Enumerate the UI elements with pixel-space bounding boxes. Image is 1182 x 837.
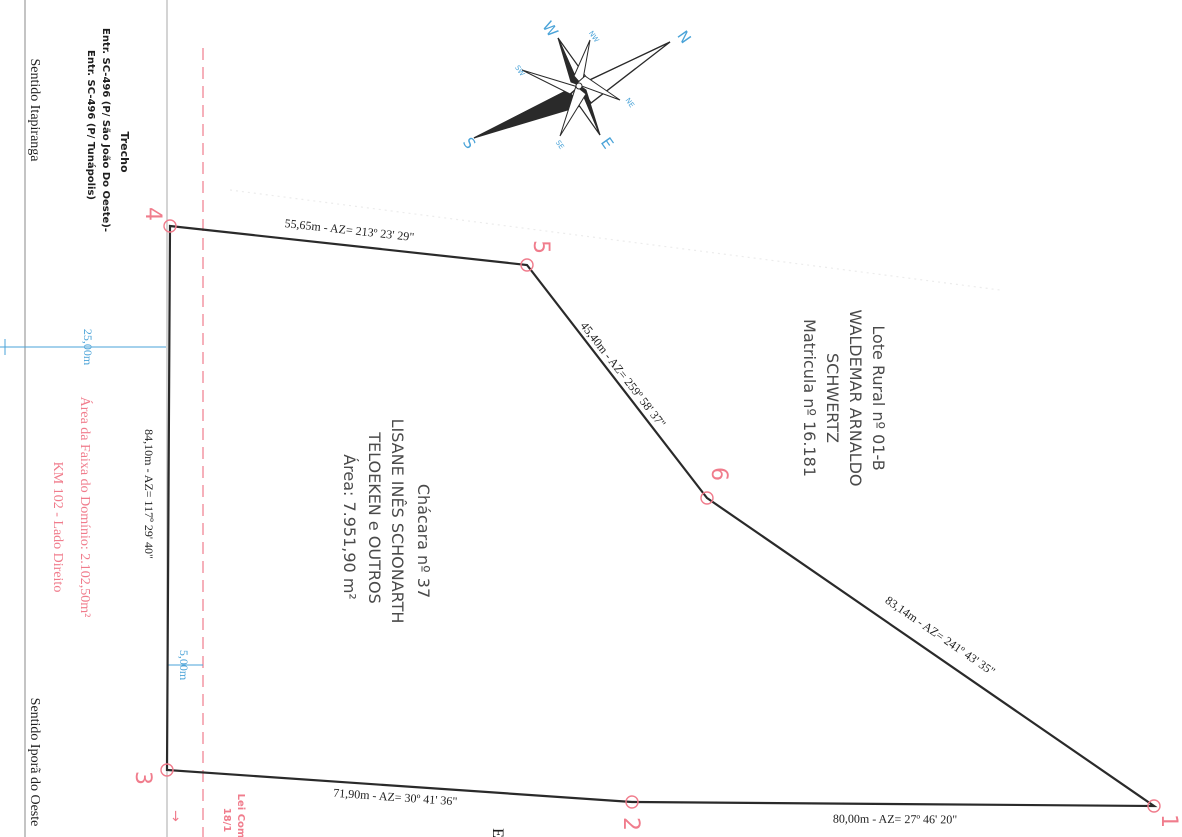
parcel-owner-line2: TELOEKEN e OUTROS xyxy=(365,431,384,603)
compass-sw-point xyxy=(521,69,580,95)
faixa-area-label: Área da Faixa do Domínio: 2.102,50m² xyxy=(77,397,94,618)
vertex-2-label: 2 xyxy=(618,817,643,831)
vertex-3-label: 3 xyxy=(130,771,155,785)
compass-west-shade xyxy=(557,37,580,86)
neighbor-owner-line2: SCHWERTZ xyxy=(823,353,842,443)
vertex-4-label: 4 xyxy=(140,207,165,221)
segment-3-4-label: 84,10m - AZ= 117º 29' 40" xyxy=(142,429,156,559)
compass-ne-point xyxy=(575,75,621,101)
neighbor-lot-label: Lote Rural nº 01-B xyxy=(869,325,888,470)
lei-fragment-label: Lei Com xyxy=(235,794,246,837)
bottom-fragment-label: E xyxy=(489,828,506,837)
vertex-4-marker xyxy=(163,219,177,233)
parcel-name: Chácara nº 37 xyxy=(414,484,433,598)
faixa-width-label: 25,00m xyxy=(81,329,95,366)
parcel-boundary xyxy=(165,224,1158,808)
parcel-area: Área: 7.951,90 m² xyxy=(340,454,359,600)
parcel-owner-line1: LISANE INÊS SCHONARTH xyxy=(388,419,407,624)
narrow-width-label: 5,00m xyxy=(177,650,191,681)
vertex-5-marker xyxy=(520,258,534,272)
compass-se-label: SE xyxy=(554,139,566,151)
trecho-line1: Entr. SC-496 (P/ São João Do Oeste)- xyxy=(100,28,111,232)
vertex-6-marker xyxy=(700,491,714,505)
road-direction-arrow-icon: ← xyxy=(168,810,184,822)
neighbor-owner-line1: WALDEMAR ARNALDO xyxy=(846,310,865,487)
compass-se-point xyxy=(559,85,587,137)
vertex-5-label: 5 xyxy=(528,240,553,254)
faixa-km-label: KM 102 - Lado Direito xyxy=(50,462,65,593)
compass-nw-point xyxy=(573,39,591,87)
vertex-2-marker xyxy=(625,795,639,809)
segment-2-1-label: 80,00m - AZ= 27º 46' 20" xyxy=(833,812,957,827)
lei-fragment-label-2: 18/1 xyxy=(221,808,232,833)
vertex-1-label: 1 xyxy=(1156,814,1181,828)
vertex-1-marker xyxy=(1147,799,1161,813)
vertex-3-marker xyxy=(160,763,174,777)
trecho-line2: Entr. SC-496 (P/ Tunápolis) xyxy=(85,50,97,200)
compass-center xyxy=(575,82,583,90)
neighbor-registration: Matricula nº 16.181 xyxy=(800,319,819,477)
sentido-itapiranga-label: Sentido Itapiranga xyxy=(27,58,42,162)
sentido-ipora-label: Sentido Iporã do Oeste xyxy=(27,698,42,827)
trecho-label: Trecho xyxy=(118,131,131,173)
vertex-6-label: 6 xyxy=(706,467,731,481)
